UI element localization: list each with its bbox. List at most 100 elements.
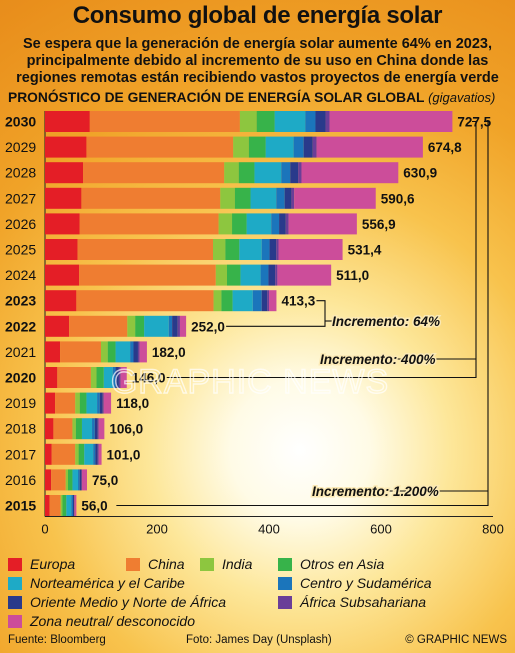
bar-segment [239,111,257,132]
bar-segment [45,418,54,440]
bar-segment [227,264,241,286]
total-label: 556,9 [362,217,396,232]
bar-segment [57,367,91,388]
legend-label: Centro y Sudamérica [300,575,432,591]
increase-label: Incremento: 64% [332,314,440,329]
legend-swatch [278,558,292,571]
bar-segment [240,264,261,286]
bar-segment [139,341,147,363]
year-label: 2020 [5,370,36,386]
bar-segment [86,392,98,414]
bar-segment [234,187,251,209]
bar-segment [75,443,79,465]
bar-segment [284,187,292,209]
photo-credit: Foto: James Day (Unsplash) [186,634,332,646]
bar-segment [144,315,169,337]
bar-segment [316,136,423,158]
legend-item: Oriente Medio y Norte de África [8,594,226,610]
bar-segment [179,315,187,337]
bar-segment [172,315,178,337]
x-tick-label: 800 [482,522,504,537]
legend-swatch [200,558,214,571]
bar-segment [277,264,332,286]
total-label: 630,9 [403,166,437,181]
year-label: 2019 [5,395,36,411]
bar-segment [79,264,216,286]
source-credit: Fuente: Bloomberg [8,634,106,646]
year-label: 2018 [5,421,36,437]
bar-segment [260,264,269,286]
increase-label: Incremento: 400% [320,352,436,367]
bar-segment [137,341,140,363]
bar-segment [67,469,73,491]
bar-segment [224,162,239,184]
bar-segment [274,111,306,132]
bar-segment [96,367,104,388]
bar-segment [232,213,247,235]
bar-segment [220,187,235,209]
legend-item: China [126,556,185,572]
bar-segment [239,239,262,260]
bar-segment [103,392,112,414]
year-label: 2022 [5,318,36,334]
bar-segment [118,367,121,388]
bar-segment [97,418,99,440]
bar-segment [45,111,90,132]
watermark-text: GRAPHIC NEWS [111,363,389,401]
bar-segment [248,136,266,158]
bar-segment [98,418,105,440]
year-label: 2025 [5,242,36,258]
year-label: 2016 [5,472,36,488]
total-label: 674,8 [428,140,462,155]
bar-segment [298,162,302,184]
bar-segment [278,239,343,260]
year-label: 2027 [5,190,36,206]
bar-segment [312,136,317,158]
bar-segment [95,443,98,465]
bar-segment [77,239,213,260]
bar-segment [276,239,279,260]
bar-segment [45,264,80,286]
bar-segment [246,213,272,235]
bar-segment [90,367,97,388]
total-label: 413,3 [281,294,315,309]
bar-segment [45,290,77,312]
bar-segment [115,341,131,363]
bar-segment [71,495,73,516]
bar-segment [120,367,127,388]
year-label: 2029 [5,139,36,155]
bar-segment [115,367,119,388]
bar-segment [290,162,299,184]
bar-segment [215,264,227,286]
bar-segment [252,290,262,312]
legend-label: India [222,556,253,572]
year-label: 2023 [5,293,36,309]
bar-segment [55,392,76,414]
bar-segment [92,418,95,440]
bar-segment [254,162,282,184]
legend-item: Otros en Asia [278,556,384,572]
bar-segment [325,111,330,132]
total-label: 590,6 [381,191,415,206]
bar-segment [329,111,453,132]
legend-item: Europa [8,556,75,572]
bar-segment [303,136,313,158]
bar-segment [301,162,399,184]
legend-swatch [8,596,22,609]
bar-segment [285,213,289,235]
bar-segment [275,264,278,286]
bar-segment [168,315,173,337]
bar-segment [97,392,100,414]
bar-segment [293,136,304,158]
bar-segment [315,111,326,132]
bar-segment [75,418,82,440]
legend-swatch [8,615,22,628]
x-tick-label: 200 [146,522,168,537]
bar-segment [130,341,134,363]
bar-segment [94,418,98,440]
bar-segment [288,213,357,235]
bar-segment [102,392,104,414]
bar-segment [81,187,221,209]
bar-segment [45,341,61,363]
